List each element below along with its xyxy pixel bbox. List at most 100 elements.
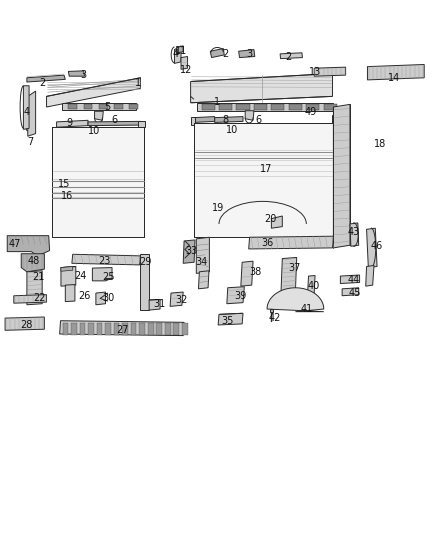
Text: 18: 18: [374, 139, 387, 149]
Polygon shape: [46, 78, 141, 107]
Polygon shape: [350, 223, 359, 246]
Polygon shape: [61, 266, 76, 286]
Polygon shape: [174, 46, 181, 63]
Text: 49: 49: [304, 107, 317, 117]
Text: 13: 13: [309, 68, 321, 77]
Polygon shape: [140, 254, 149, 310]
Polygon shape: [21, 254, 44, 272]
Text: 12: 12: [180, 65, 192, 75]
Polygon shape: [61, 266, 73, 271]
Polygon shape: [23, 86, 29, 130]
Polygon shape: [289, 104, 302, 110]
Text: 36: 36: [261, 238, 273, 247]
Polygon shape: [95, 111, 103, 120]
Text: 24: 24: [74, 271, 87, 281]
Text: 39: 39: [234, 290, 246, 301]
Text: 30: 30: [102, 293, 115, 303]
Polygon shape: [68, 104, 77, 109]
Polygon shape: [267, 288, 324, 312]
Text: 35: 35: [222, 316, 234, 326]
Polygon shape: [138, 122, 145, 127]
Polygon shape: [218, 313, 243, 325]
Text: 28: 28: [21, 320, 33, 330]
Polygon shape: [272, 216, 283, 228]
Polygon shape: [191, 117, 195, 125]
Polygon shape: [249, 236, 333, 249]
Polygon shape: [340, 275, 360, 284]
Text: 3: 3: [247, 49, 253, 59]
Polygon shape: [173, 323, 179, 335]
Polygon shape: [84, 104, 92, 109]
Polygon shape: [60, 321, 184, 336]
Text: 45: 45: [348, 288, 360, 298]
Polygon shape: [183, 240, 195, 263]
Text: 40: 40: [308, 281, 320, 290]
Text: 26: 26: [78, 290, 91, 301]
Polygon shape: [165, 323, 170, 335]
Polygon shape: [227, 287, 244, 304]
Text: 38: 38: [249, 267, 261, 277]
Polygon shape: [366, 265, 374, 286]
Polygon shape: [219, 104, 232, 110]
Text: 37: 37: [288, 263, 300, 272]
Polygon shape: [333, 104, 350, 248]
Polygon shape: [215, 117, 243, 123]
Polygon shape: [28, 91, 35, 136]
Polygon shape: [210, 49, 224, 58]
Polygon shape: [156, 323, 162, 335]
Polygon shape: [88, 323, 94, 335]
Text: 4: 4: [172, 49, 178, 59]
Polygon shape: [196, 237, 209, 273]
Text: 25: 25: [103, 272, 115, 282]
Polygon shape: [306, 104, 319, 110]
Text: 22: 22: [33, 293, 46, 303]
Text: 9: 9: [66, 118, 72, 128]
Polygon shape: [97, 323, 102, 335]
Text: 17: 17: [260, 164, 272, 174]
Text: 47: 47: [9, 239, 21, 248]
Polygon shape: [68, 71, 85, 76]
Text: 21: 21: [32, 272, 45, 282]
Polygon shape: [148, 323, 153, 335]
Polygon shape: [99, 104, 108, 109]
Polygon shape: [254, 104, 267, 110]
Polygon shape: [57, 120, 88, 127]
Text: 43: 43: [347, 227, 360, 237]
Polygon shape: [130, 104, 138, 109]
Polygon shape: [5, 317, 44, 330]
Polygon shape: [131, 323, 137, 335]
Polygon shape: [239, 50, 255, 58]
Polygon shape: [245, 111, 254, 120]
Polygon shape: [139, 323, 145, 335]
Polygon shape: [324, 104, 337, 110]
Text: 29: 29: [139, 257, 152, 267]
Polygon shape: [280, 53, 302, 59]
Text: 46: 46: [371, 241, 383, 251]
Text: 10: 10: [226, 125, 238, 135]
Polygon shape: [149, 300, 160, 310]
Polygon shape: [367, 64, 424, 80]
Polygon shape: [63, 323, 68, 335]
Text: 19: 19: [212, 203, 224, 213]
Text: 41: 41: [300, 304, 312, 314]
Polygon shape: [14, 295, 46, 303]
Text: 2: 2: [223, 49, 229, 59]
Text: 23: 23: [99, 256, 111, 266]
Text: 14: 14: [388, 73, 400, 83]
Polygon shape: [114, 323, 120, 335]
Polygon shape: [114, 104, 123, 109]
Text: 7: 7: [27, 136, 34, 147]
Text: 33: 33: [185, 246, 198, 255]
Text: 1: 1: [214, 96, 220, 107]
Text: 11: 11: [174, 46, 187, 56]
Polygon shape: [52, 127, 144, 237]
Polygon shape: [314, 67, 346, 76]
Text: 3: 3: [81, 70, 87, 80]
Text: 34: 34: [195, 257, 208, 267]
Polygon shape: [182, 323, 187, 335]
Polygon shape: [194, 123, 332, 237]
Polygon shape: [270, 309, 273, 312]
Polygon shape: [237, 104, 250, 110]
Polygon shape: [177, 46, 183, 53]
Polygon shape: [241, 261, 253, 286]
